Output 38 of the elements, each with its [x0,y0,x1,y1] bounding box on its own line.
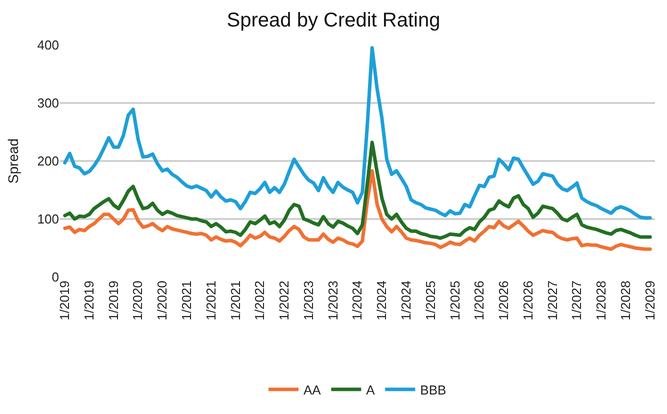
y-tick-label: 300 [37,96,59,111]
y-axis-title: Spread [4,138,21,184]
x-tick-label: 1/2019 [81,280,96,320]
x-tick-label: 1/2023 [325,280,340,320]
x-tick-label: 1/2026 [472,280,487,320]
x-tick-label: 1/2021 [203,280,218,320]
x-tick-label: 1/2025 [422,280,438,320]
line-series [63,140,652,240]
x-tick-label: 1/2020 [154,280,170,320]
legend-label: BBB [420,382,446,398]
x-tick-label: 1/2025 [447,280,462,320]
x-tick-label: 1/2022 [276,280,292,320]
line-series [63,46,652,220]
y-tick-label: 100 [37,212,59,227]
chart-title: Spread by Credit Rating [226,9,440,32]
line-series [63,169,652,251]
x-tick-label: 1/2020 [130,280,146,320]
x-tick-label: 1/2024 [374,280,390,320]
x-tick-label: 1/2019 [57,280,72,320]
x-tick-label: 1/2026 [520,280,536,320]
x-tick-label: 1/2028 [618,280,633,320]
x-tick-label: 1/2027 [569,280,584,320]
x-tick-label: 1/2021 [179,280,194,320]
x-tick-label: 1/2023 [300,280,316,320]
y-tick-label: 0 [52,270,59,285]
x-tick-label: 1/2024 [350,280,365,320]
x-tick-label: 1/2019 [106,280,121,320]
x-tick-label: 1/2027 [544,280,560,320]
legend-label: AA [304,382,322,398]
legend-label: A [366,382,376,398]
x-tick-label: 1/2026 [496,280,512,320]
y-tick-label: 200 [37,154,59,169]
x-tick-label: 1/2028 [594,280,609,320]
x-tick-label: 1/2022 [252,280,268,320]
x-tick-label: 1/2029 [642,280,658,320]
x-tick-label: 1/2021 [228,280,243,320]
y-tick-label: 400 [37,38,59,53]
x-tick-label: 1/2024 [398,280,414,320]
